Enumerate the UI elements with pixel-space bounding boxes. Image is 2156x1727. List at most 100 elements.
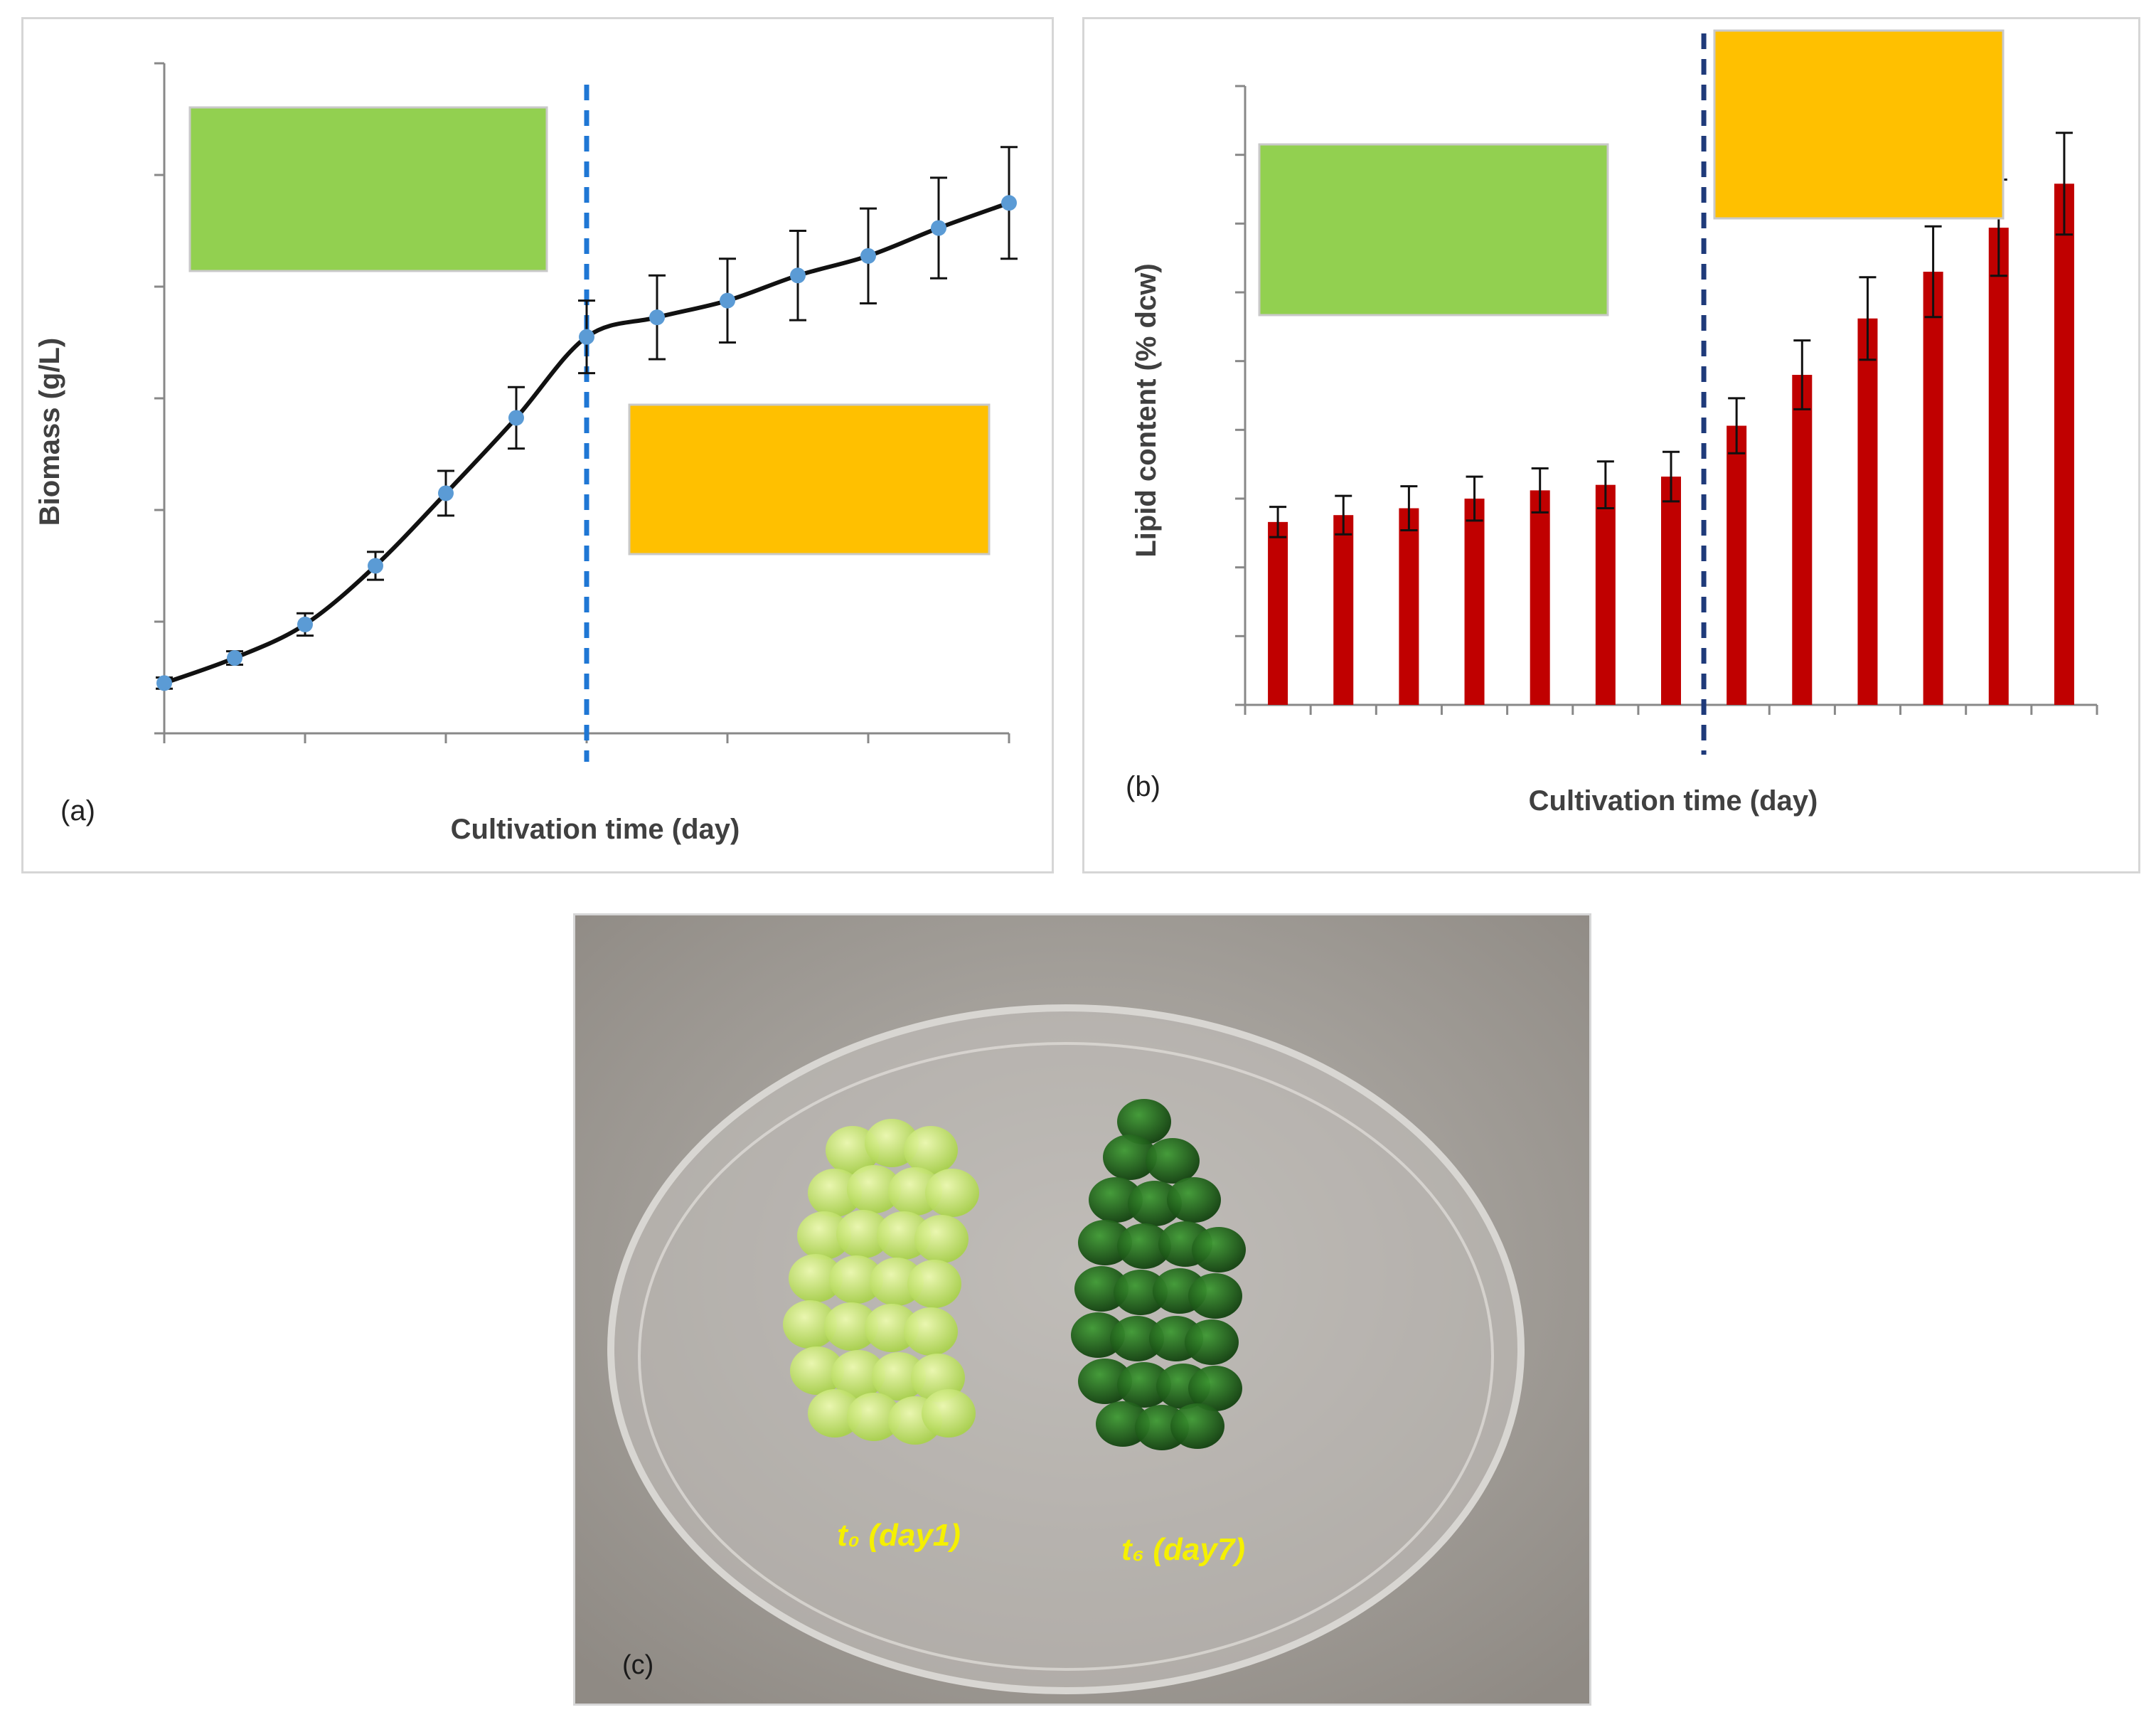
beads-day7 bbox=[1071, 1099, 1246, 1450]
bead-light bbox=[790, 1346, 844, 1395]
bar bbox=[1464, 499, 1485, 705]
bead-dark bbox=[1188, 1273, 1242, 1319]
bar bbox=[1857, 318, 1878, 705]
error-bar bbox=[1663, 450, 1680, 503]
data-point bbox=[649, 309, 665, 326]
petri-dish bbox=[607, 1004, 1525, 1694]
bar bbox=[1333, 515, 1354, 705]
bead-light bbox=[904, 1307, 958, 1356]
bead-dark bbox=[1078, 1220, 1132, 1265]
bead-light bbox=[789, 1254, 843, 1302]
bead-light bbox=[922, 1389, 976, 1438]
lipid-bar-chart: Cultivation time (day) Lipid content (% … bbox=[1126, 29, 2098, 817]
bead-light bbox=[829, 1255, 883, 1304]
bead-light bbox=[907, 1260, 961, 1308]
panel-a-biomass-chart: Cultivation time (day) Biomass (g/L) (a) bbox=[21, 17, 1054, 873]
panel-c-photo: t₀ (day1) t₆ (day7) (c) bbox=[573, 913, 1591, 1706]
bar bbox=[1923, 272, 1943, 705]
bead-dark bbox=[1103, 1134, 1157, 1180]
second-stage-note bbox=[1713, 29, 2005, 220]
bar bbox=[1661, 477, 1681, 705]
error-bar bbox=[1269, 506, 1287, 538]
bead-dark bbox=[1117, 1223, 1171, 1269]
data-point bbox=[297, 616, 313, 632]
bead-dark bbox=[1096, 1401, 1150, 1447]
bead-dark bbox=[1117, 1362, 1171, 1408]
bar bbox=[2054, 184, 2074, 705]
bead-light bbox=[831, 1350, 885, 1398]
x-axis-title: Cultivation time (day) bbox=[1529, 785, 1818, 817]
bar bbox=[1792, 375, 1813, 705]
data-point bbox=[579, 329, 594, 345]
panel-label: (c) bbox=[622, 1650, 653, 1680]
bead-light bbox=[808, 1389, 862, 1438]
beads-day1 bbox=[783, 1119, 979, 1445]
photo-label-t6: t₆ (day7) bbox=[1121, 1532, 1245, 1567]
bar bbox=[1530, 490, 1550, 705]
error-bar bbox=[1859, 276, 1877, 361]
panel-b-lipid-chart: Cultivation time (day) Lipid content (% … bbox=[1082, 17, 2140, 873]
bead-light bbox=[783, 1300, 837, 1349]
bar bbox=[1268, 521, 1288, 705]
note-box bbox=[1258, 143, 1609, 317]
bead-dark bbox=[1167, 1177, 1221, 1223]
error-bar bbox=[1793, 339, 1811, 410]
bead-dark bbox=[1078, 1359, 1132, 1404]
error-bar bbox=[1400, 485, 1418, 531]
bead-dark bbox=[1114, 1270, 1168, 1315]
error-bar bbox=[1335, 494, 1352, 536]
bead-light bbox=[914, 1215, 968, 1263]
note-box bbox=[188, 106, 548, 272]
data-point bbox=[438, 485, 454, 501]
data-point bbox=[790, 267, 806, 284]
bead-dark bbox=[1089, 1177, 1143, 1223]
first-stage-note bbox=[188, 106, 548, 272]
error-bar bbox=[2055, 132, 2073, 236]
bead-dark bbox=[1128, 1181, 1182, 1226]
panel-label: (b) bbox=[1126, 771, 1160, 802]
bead-dark bbox=[1110, 1316, 1164, 1361]
bead-dark bbox=[1117, 1099, 1171, 1144]
bead-light bbox=[808, 1169, 862, 1217]
bead-dark bbox=[1146, 1138, 1200, 1184]
biomass-line-chart: Cultivation time (day) Biomass (g/L) (a) bbox=[34, 62, 1018, 845]
data-point bbox=[227, 650, 242, 666]
error-bar bbox=[1531, 467, 1549, 514]
bead-light bbox=[865, 1304, 919, 1352]
data-point bbox=[156, 675, 172, 691]
error-bar bbox=[1466, 475, 1483, 522]
bead-light bbox=[925, 1169, 979, 1217]
bead-light bbox=[797, 1211, 851, 1260]
bar bbox=[1595, 484, 1616, 705]
error-bar bbox=[1728, 397, 1746, 455]
bar bbox=[1727, 425, 1747, 705]
petri-dish-photo: t₀ (day1) t₆ (day7) (c) bbox=[575, 915, 1589, 1704]
data-point bbox=[720, 292, 735, 309]
data-point bbox=[860, 248, 876, 264]
bead-light bbox=[847, 1393, 901, 1441]
bead-dark bbox=[1188, 1366, 1242, 1411]
bar bbox=[1399, 508, 1419, 705]
note-box bbox=[628, 403, 991, 556]
data-point bbox=[508, 410, 524, 426]
bead-light bbox=[847, 1165, 901, 1213]
y-axis-title: Biomass (g/L) bbox=[34, 338, 65, 526]
error-bar bbox=[1924, 225, 1942, 319]
data-point bbox=[1001, 195, 1017, 211]
bar bbox=[1988, 228, 2009, 706]
bead-dark bbox=[1192, 1227, 1246, 1272]
note-box bbox=[1713, 29, 2005, 220]
bead-light bbox=[824, 1302, 878, 1351]
error-bar bbox=[1596, 460, 1614, 510]
bead-light bbox=[872, 1352, 926, 1401]
photo-label-t0: t₀ (day1) bbox=[837, 1518, 961, 1553]
y-axis-title: Lipid content (% dcw) bbox=[1131, 263, 1162, 557]
second-stage-note bbox=[628, 403, 991, 556]
data-point bbox=[931, 220, 946, 236]
first-stage-note bbox=[1258, 143, 1609, 317]
petri-dish-inner-rim bbox=[638, 1042, 1494, 1671]
data-point bbox=[368, 558, 383, 574]
bead-light bbox=[836, 1210, 890, 1258]
bead-dark bbox=[1185, 1319, 1239, 1365]
bead-dark bbox=[1071, 1312, 1125, 1358]
